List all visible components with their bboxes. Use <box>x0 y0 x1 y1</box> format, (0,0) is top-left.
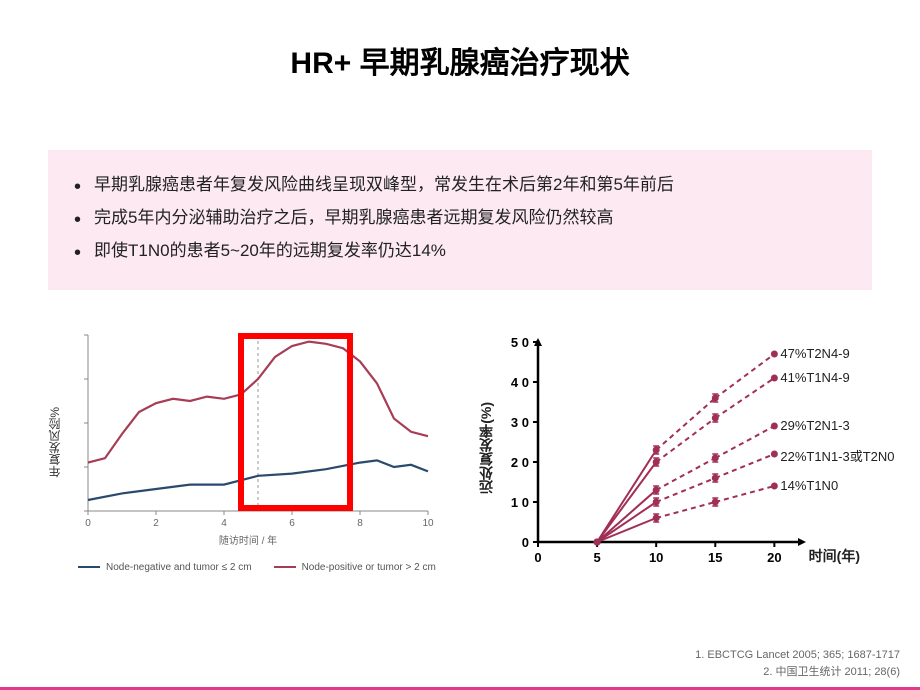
series-label: 22%T1N1-3或T2N0 <box>780 446 894 465</box>
reference-line: 2. 中国卫生统计 2011; 28(6) <box>695 664 900 681</box>
key-points-box: 早期乳腺癌患者年复发风险曲线呈现双峰型，常发生在术后第2年和第5年前后完成5年内… <box>48 150 872 290</box>
right-chart-plot: 0 1 0 2 0 3 0 4 0 5 0 0 5 10 15 20 <box>510 336 808 578</box>
left-chart-xlabel: 随访时间 / 年 <box>48 532 448 547</box>
svg-text:6: 6 <box>289 518 295 529</box>
page-title: HR+ 早期乳腺癌治疗现状 <box>0 38 920 82</box>
series-label: 29%T2N1-3 <box>780 418 849 433</box>
svg-text:15: 15 <box>708 550 722 565</box>
references: 1. EBCTCG Lancet 2005; 365; 1687-17172. … <box>695 647 900 680</box>
svg-text:5: 5 <box>593 550 600 565</box>
bullet-list: 早期乳腺癌患者年复发风险曲线呈现双峰型，常发生在术后第2年和第5年前后完成5年内… <box>72 168 848 267</box>
left-chart-ylabel: 年复发风险% <box>46 407 63 478</box>
legend-item: Node-positive or tumor > 2 cm <box>274 562 436 573</box>
left-chart-legend: Node-negative and tumor ≤ 2 cm Node-posit… <box>78 562 436 573</box>
svg-text:2: 2 <box>153 518 159 529</box>
legend-item: Node-negative and tumor ≤ 2 cm <box>78 562 252 573</box>
svg-text:3 0: 3 0 <box>511 415 529 430</box>
svg-text:20: 20 <box>767 550 781 565</box>
bullet-item: 完成5年内分泌辅助治疗之后，早期乳腺癌患者远期复发风险仍然较高 <box>72 201 848 234</box>
series-label: 41%T1N4-9 <box>780 370 849 385</box>
svg-text:0: 0 <box>522 535 529 550</box>
svg-text:1 0: 1 0 <box>511 495 529 510</box>
svg-text:2 0: 2 0 <box>511 455 529 470</box>
svg-text:4 0: 4 0 <box>511 375 529 390</box>
svg-text:10: 10 <box>422 518 434 529</box>
reference-line: 1. EBCTCG Lancet 2005; 365; 1687-1717 <box>695 647 900 664</box>
svg-text:8: 8 <box>357 518 363 529</box>
left-chart: 年复发风险% 024680246810 随访时间 / 年 Node-negati… <box>48 325 448 585</box>
svg-text:10: 10 <box>649 550 663 565</box>
series-label: 14%T1N0 <box>780 478 838 493</box>
right-chart: 远处复发率(%) 01 02 03 04 05 005101520 时间(年) … <box>480 332 900 592</box>
bullet-item: 即使T1N0的患者5~20年的远期复发率仍达14% <box>72 234 848 267</box>
right-chart-xlabel: 时间(年) <box>809 546 860 566</box>
series-label: 47%T2N4-9 <box>780 346 849 361</box>
svg-text:5 0: 5 0 <box>511 336 529 350</box>
svg-text:0: 0 <box>85 518 91 529</box>
bullet-item: 早期乳腺癌患者年复发风险曲线呈现双峰型，常发生在术后第2年和第5年前后 <box>72 168 848 201</box>
svg-text:0: 0 <box>534 550 541 565</box>
highlight-box <box>238 333 353 511</box>
svg-text:4: 4 <box>221 518 227 529</box>
right-chart-ylabel: 远处复发率(%) <box>476 402 496 494</box>
